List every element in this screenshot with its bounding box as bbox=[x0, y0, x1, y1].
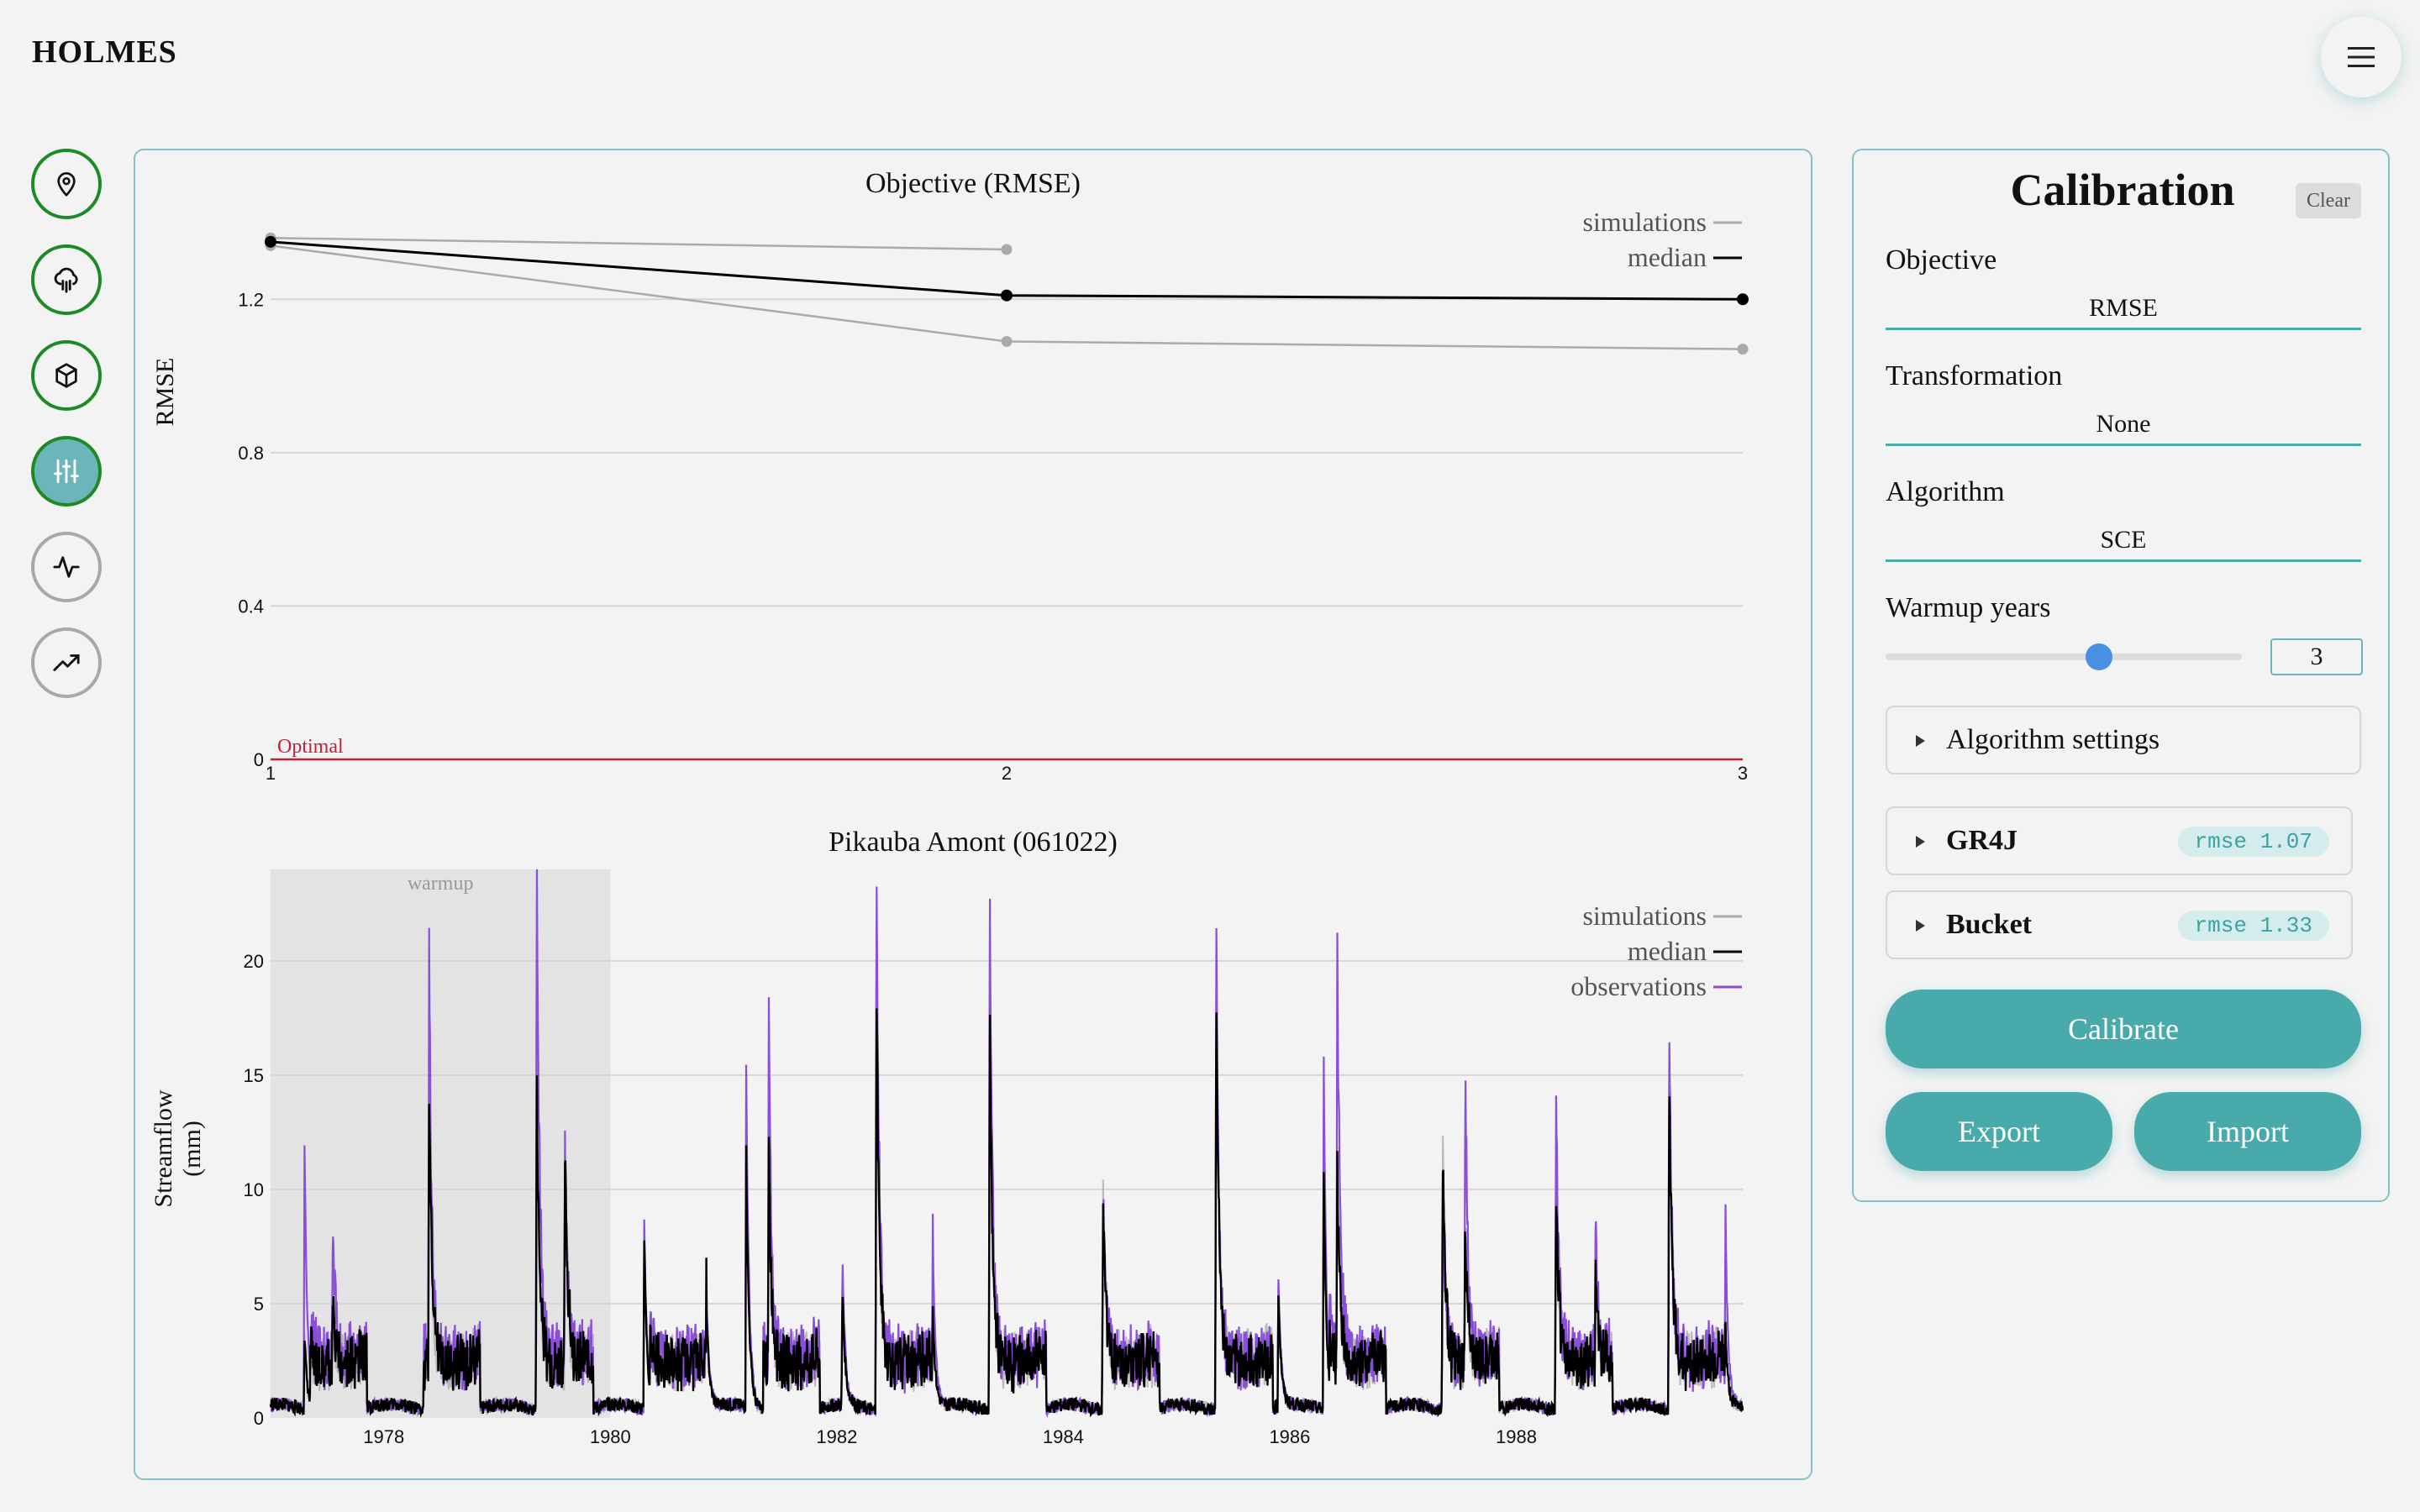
calibration-panel: Calibration Clear Objective RMSE Transfo… bbox=[1852, 149, 2390, 1202]
trending-up-icon bbox=[53, 654, 80, 671]
nav-models-button[interactable] bbox=[31, 340, 102, 411]
x-tick-label: 1986 bbox=[1269, 1426, 1310, 1447]
legend-label: median bbox=[1628, 242, 1707, 272]
warmup-label: warmup bbox=[408, 873, 474, 895]
objective-select[interactable]: RMSE bbox=[1886, 290, 2361, 330]
nav-calibration-button[interactable] bbox=[31, 436, 102, 507]
simulation-line bbox=[270, 237, 1007, 251]
x-tick-label: 1980 bbox=[590, 1426, 631, 1447]
optimal-label: Optimal bbox=[277, 736, 344, 758]
y-axis-label-line: (mm) bbox=[178, 1121, 206, 1177]
algorithm-select[interactable]: SCE bbox=[1886, 522, 2361, 562]
model-row-gr4j[interactable]: GR4J rmse 1.07 bbox=[1886, 806, 2353, 875]
activity-icon bbox=[53, 556, 80, 578]
y-tick-label: 15 bbox=[244, 1065, 264, 1086]
nav-location-button[interactable] bbox=[31, 149, 102, 219]
app-title: HOLMES bbox=[32, 34, 177, 70]
model-name: GR4J bbox=[1946, 825, 2018, 856]
model-row-bucket[interactable]: Bucket rmse 1.33 bbox=[1886, 890, 2353, 959]
chart-panel: Objective (RMSE) 0 0.4 0.8 1.2 1 2 3 RMSE Optimal… bbox=[134, 149, 1812, 1480]
nav-simulation-button[interactable] bbox=[31, 532, 102, 602]
expand-triangle-icon bbox=[1916, 735, 1925, 747]
model-score-badge: rmse 1.07 bbox=[2177, 827, 2329, 857]
x-tick-label: 1978 bbox=[363, 1426, 404, 1447]
median-line bbox=[269, 1008, 1744, 1418]
y-tick-label: 20 bbox=[244, 951, 264, 972]
warmup-years-label: Warmup years bbox=[1886, 592, 2051, 623]
warmup-years-input[interactable] bbox=[2270, 638, 2363, 675]
x-tick-label: 2 bbox=[1002, 763, 1012, 784]
transformation-select[interactable]: None bbox=[1886, 406, 2361, 446]
y-tick-label: 0.8 bbox=[238, 443, 264, 464]
algorithm-settings-label: Algorithm settings bbox=[1946, 724, 2160, 755]
y-tick-label: 1.2 bbox=[238, 289, 264, 310]
y-axis-label: RMSE bbox=[151, 358, 179, 427]
legend-label: observations bbox=[1570, 971, 1707, 1001]
transformation-label: Transformation bbox=[1886, 360, 2063, 391]
export-button[interactable]: Export bbox=[1886, 1092, 2112, 1171]
y-tick-label: 5 bbox=[254, 1294, 264, 1315]
model-name: Bucket bbox=[1946, 909, 2032, 940]
objective-label: Objective bbox=[1886, 244, 1997, 276]
x-tick-label: 1988 bbox=[1496, 1426, 1537, 1447]
simulation-point bbox=[1001, 335, 1013, 347]
objective-chart-title: Objective (RMSE) bbox=[865, 168, 1081, 199]
import-button[interactable]: Import bbox=[2134, 1092, 2361, 1171]
simulation-point bbox=[1737, 344, 1749, 355]
warmup-slider-track[interactable] bbox=[1886, 654, 2242, 660]
median-point bbox=[1001, 289, 1013, 302]
x-tick-label: 1982 bbox=[816, 1426, 857, 1447]
y-tick-label: 0.4 bbox=[238, 596, 264, 617]
cloud-rain-icon bbox=[54, 267, 78, 293]
x-tick-label: 3 bbox=[1738, 763, 1748, 784]
y-tick-label: 0 bbox=[254, 749, 264, 770]
y-tick-label: 10 bbox=[244, 1179, 264, 1200]
calibrate-button[interactable]: Calibrate bbox=[1886, 990, 2361, 1068]
sliders-icon bbox=[54, 459, 79, 484]
median-point bbox=[1737, 293, 1749, 306]
legend-label: simulations bbox=[1582, 207, 1707, 237]
algorithm-label: Algorithm bbox=[1886, 476, 2005, 507]
hamburger-menu-icon bbox=[2348, 47, 2375, 67]
expand-triangle-icon bbox=[1916, 836, 1925, 848]
y-tick-label: 0 bbox=[254, 1408, 264, 1429]
nav-climate-button[interactable] bbox=[31, 244, 102, 315]
charts: Objective (RMSE) 0 0.4 0.8 1.2 1 2 3 RMSE Optimal… bbox=[150, 168, 1749, 1447]
legend-label: median bbox=[1628, 936, 1707, 966]
menu-button[interactable] bbox=[2321, 17, 2402, 97]
clear-button[interactable]: Clear bbox=[2296, 183, 2361, 218]
median-point bbox=[265, 235, 276, 248]
hydrograph-title: Pikauba Amont (061022) bbox=[829, 827, 1118, 858]
model-score-badge: rmse 1.33 bbox=[2177, 911, 2329, 941]
expand-triangle-icon bbox=[1916, 920, 1925, 932]
x-tick-label: 1 bbox=[266, 763, 276, 784]
calibration-title: Calibration bbox=[2010, 165, 2235, 215]
map-pin-icon bbox=[57, 172, 76, 197]
algorithm-settings-toggle[interactable]: Algorithm settings bbox=[1886, 706, 2361, 774]
warmup-slider-thumb[interactable] bbox=[2086, 643, 2113, 670]
cube-icon bbox=[55, 363, 77, 388]
legend-label: simulations bbox=[1582, 900, 1707, 931]
y-axis-label-line: Streamflow bbox=[150, 1089, 177, 1207]
nav-projection-button[interactable] bbox=[31, 627, 102, 698]
x-tick-label: 1984 bbox=[1043, 1426, 1084, 1447]
simulation-point bbox=[1001, 244, 1013, 255]
y-axis-label: Streamflow(mm) bbox=[150, 1089, 206, 1207]
